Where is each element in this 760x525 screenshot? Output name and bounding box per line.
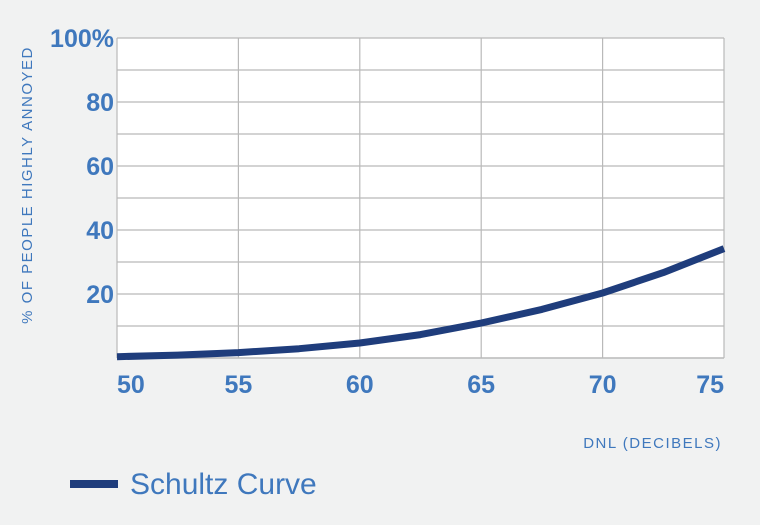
- series-line-schultz-curve: [116, 245, 726, 361]
- x-tick-label: 60: [346, 371, 374, 399]
- y-tick-label: 80: [86, 89, 114, 117]
- y-tick-label: 20: [86, 281, 114, 309]
- x-tick-label: 55: [224, 371, 252, 399]
- x-tick-label: 65: [467, 371, 495, 399]
- series-layer: [116, 245, 726, 361]
- x-tick-labels: 50 55 60 65 70 75: [117, 371, 724, 399]
- y-tick-label: 100%: [50, 25, 114, 53]
- y-tick-label: 40: [86, 217, 114, 245]
- legend-label-schultz-curve: Schultz Curve: [130, 468, 317, 501]
- y-axis-label: % OF PEOPLE HIGHLY ANNOYED: [19, 46, 36, 324]
- y-tick-labels: 20 40 60 80 100%: [50, 25, 114, 309]
- x-axis-label: DNL (DECIBELS): [583, 435, 722, 452]
- legend: Schultz Curve: [70, 468, 317, 501]
- x-tick-label: 75: [696, 371, 724, 399]
- x-tick-label: 50: [117, 371, 145, 399]
- y-tick-label: 60: [86, 153, 114, 181]
- x-tick-label: 70: [589, 371, 617, 399]
- grid: [116, 37, 725, 359]
